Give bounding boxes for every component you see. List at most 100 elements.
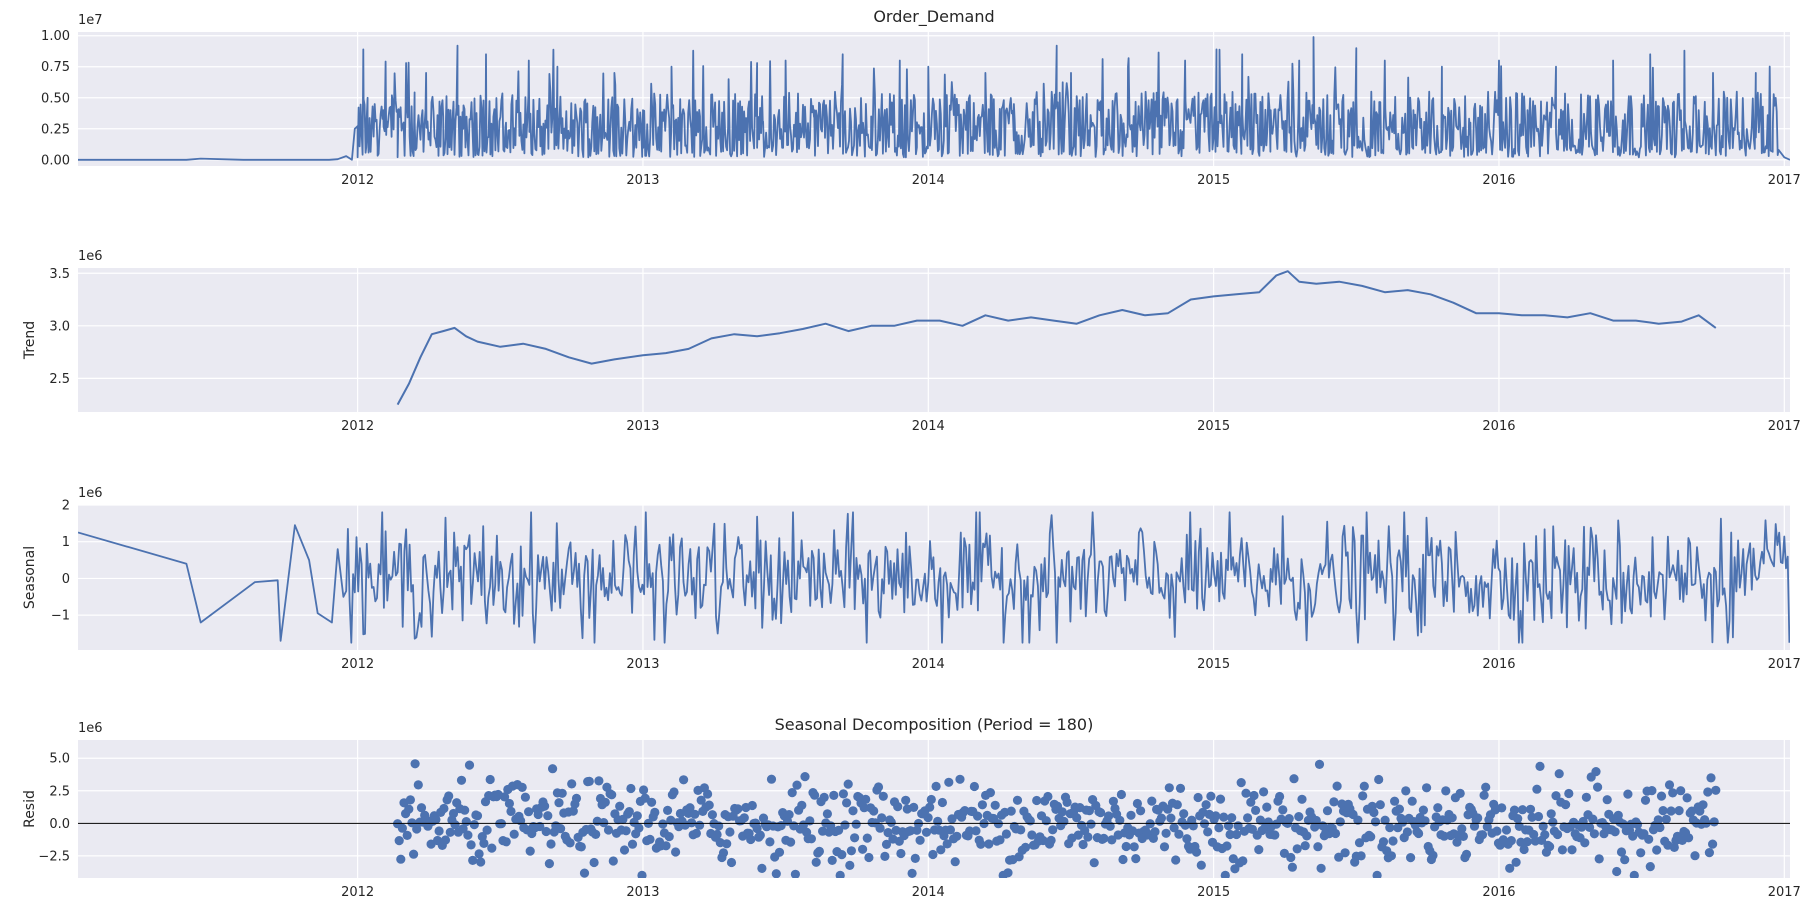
resid-point	[969, 781, 980, 792]
resid-point	[811, 857, 821, 867]
resid-point	[1300, 841, 1310, 851]
resid-point	[985, 788, 996, 798]
resid-point	[1652, 845, 1662, 855]
xtick-label: 2015	[1197, 419, 1230, 434]
resid-point	[1016, 825, 1026, 835]
resid-point	[691, 828, 702, 839]
resid-point	[1027, 830, 1037, 840]
resid-point	[476, 857, 486, 867]
resid-point	[669, 787, 679, 797]
resid-point	[936, 845, 946, 855]
resid-point	[456, 775, 467, 785]
resid-point	[1225, 829, 1235, 840]
resid-point	[814, 846, 825, 857]
resid-point	[848, 806, 858, 816]
resid-point	[554, 798, 564, 808]
resid-point	[1206, 791, 1216, 801]
xtick-label: 2012	[341, 173, 374, 188]
resid-point	[1458, 831, 1468, 842]
resid-point	[1297, 794, 1307, 804]
ytick-label: 1.00	[41, 29, 70, 44]
resid-point	[733, 804, 743, 814]
resid-point	[661, 841, 671, 851]
resid-point	[1358, 791, 1368, 801]
resid-point	[1684, 833, 1694, 843]
resid-point	[520, 792, 531, 802]
trend-axes	[78, 268, 1790, 412]
resid-point	[1220, 870, 1230, 878]
resid-point	[439, 803, 449, 814]
resid-point	[1057, 807, 1067, 817]
resid-point	[1553, 829, 1563, 840]
resid-point	[1406, 853, 1416, 863]
resid-point	[450, 820, 460, 830]
resid-point	[1238, 856, 1248, 866]
resid-point	[1046, 835, 1056, 846]
resid-point	[1557, 845, 1567, 855]
resid-point	[1129, 842, 1139, 852]
order-demand-ticks: 0.00 0.25 0.50 0.75 1.00 2012 2013 2014 2015 2016…	[41, 29, 1801, 188]
resid-point	[840, 820, 850, 830]
resid-point	[594, 776, 604, 786]
resid-point	[1278, 805, 1288, 815]
resid-point	[472, 811, 483, 821]
xtick-label: 2013	[626, 419, 659, 434]
resid-point	[525, 846, 535, 856]
resid-point	[1676, 786, 1686, 796]
resid-point	[1175, 783, 1186, 794]
seasonal-panel: −1 0 1 2 2012 2013 2014 2015 2016 2017 Seasonal 1…	[22, 486, 1801, 672]
resid-point	[1594, 854, 1604, 864]
resid-point	[1104, 811, 1114, 821]
resid-point	[1084, 806, 1094, 816]
resid-point	[1032, 795, 1042, 806]
resid-point	[1078, 839, 1088, 850]
trend-ylabel: Trend	[22, 321, 38, 360]
resid-point	[650, 807, 660, 818]
resid-point	[1254, 845, 1264, 855]
resid-point	[1335, 817, 1345, 827]
resid-point	[1414, 828, 1424, 839]
ytick-label: 0.50	[41, 91, 70, 106]
ytick-label: 5.0	[49, 752, 70, 767]
resid-point	[1506, 836, 1516, 846]
resid-point	[893, 802, 903, 812]
resid-point	[896, 848, 906, 859]
seasonal-ylabel: Seasonal	[22, 546, 38, 609]
resid-point	[487, 843, 497, 853]
resid-point	[1043, 791, 1053, 802]
resid-point	[506, 806, 516, 817]
resid-point	[544, 859, 555, 869]
resid-point	[1708, 839, 1718, 849]
resid-point	[1284, 814, 1294, 824]
resid-point	[1294, 812, 1304, 822]
resid-point	[1372, 870, 1382, 878]
resid-point	[1532, 784, 1542, 794]
resid-point	[718, 848, 729, 858]
resid-point	[533, 809, 543, 820]
resid-point	[1136, 806, 1146, 816]
xtick-label: 2012	[341, 419, 374, 434]
resid-point	[797, 800, 807, 810]
resid-point	[460, 805, 470, 815]
resid-point	[1353, 815, 1363, 825]
resid-point	[1653, 815, 1663, 825]
resid-point	[1645, 862, 1655, 872]
resid-point	[627, 839, 638, 849]
resid-point	[416, 803, 427, 813]
resid-point	[479, 838, 489, 849]
resid-point	[838, 789, 849, 799]
resid-point	[632, 811, 642, 821]
resid-point	[1191, 847, 1202, 857]
resid-point	[842, 798, 852, 808]
resid-point	[1610, 827, 1620, 837]
resid-point	[1121, 841, 1131, 852]
resid-point	[500, 792, 510, 802]
resid-point	[571, 793, 582, 804]
resid-point	[766, 774, 777, 784]
resid-point	[995, 835, 1005, 845]
resid-point	[1551, 791, 1561, 801]
resid-point	[1433, 803, 1443, 813]
resid-point	[1227, 813, 1237, 823]
resid-point	[501, 837, 511, 847]
resid-point	[463, 830, 473, 840]
